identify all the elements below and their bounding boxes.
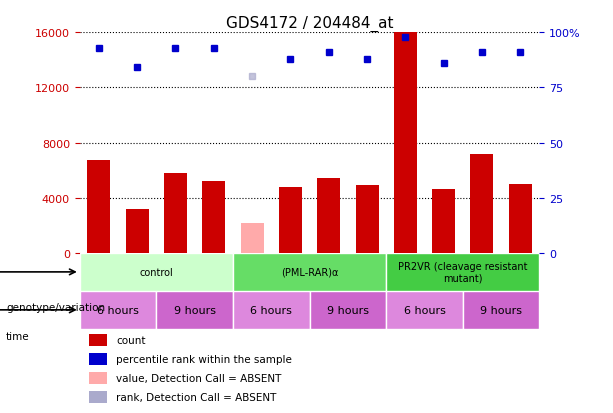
Text: PR2VR (cleavage resistant
mutant): PR2VR (cleavage resistant mutant) [398, 261, 528, 283]
Text: 6 hours: 6 hours [403, 305, 446, 315]
Text: 9 hours: 9 hours [480, 305, 522, 315]
Bar [164, 173, 187, 253]
Bar [432, 190, 455, 253]
Bar [89, 372, 107, 384]
FancyBboxPatch shape [80, 253, 233, 291]
Bar [87, 161, 110, 253]
FancyBboxPatch shape [386, 291, 463, 329]
FancyBboxPatch shape [233, 291, 310, 329]
Text: control: control [139, 267, 173, 277]
Text: 9 hours: 9 hours [327, 305, 369, 315]
Bar [318, 179, 340, 253]
Bar [509, 185, 531, 253]
FancyBboxPatch shape [80, 291, 156, 329]
Bar [202, 182, 226, 253]
Text: rank, Detection Call = ABSENT: rank, Detection Call = ABSENT [116, 392, 277, 402]
Bar [89, 334, 107, 347]
FancyBboxPatch shape [310, 291, 386, 329]
Bar [471, 154, 493, 253]
Bar [356, 186, 379, 253]
Bar [279, 187, 302, 253]
Text: 6 hours: 6 hours [97, 305, 139, 315]
Bar [240, 223, 264, 253]
Title: GDS4172 / 204484_at: GDS4172 / 204484_at [226, 16, 394, 32]
Text: (PML-RAR)α: (PML-RAR)α [281, 267, 338, 277]
Text: count: count [116, 335, 146, 345]
Bar [89, 391, 107, 403]
Text: time: time [6, 332, 30, 342]
Bar [394, 33, 417, 253]
FancyBboxPatch shape [233, 253, 386, 291]
Text: 9 hours: 9 hours [173, 305, 216, 315]
Text: 6 hours: 6 hours [250, 305, 292, 315]
FancyBboxPatch shape [386, 253, 539, 291]
Text: value, Detection Call = ABSENT: value, Detection Call = ABSENT [116, 373, 282, 383]
Text: genotype/variation: genotype/variation [6, 303, 105, 313]
Bar [126, 209, 149, 253]
Bar [89, 353, 107, 366]
FancyBboxPatch shape [463, 291, 539, 329]
FancyBboxPatch shape [156, 291, 233, 329]
Text: percentile rank within the sample: percentile rank within the sample [116, 354, 292, 364]
